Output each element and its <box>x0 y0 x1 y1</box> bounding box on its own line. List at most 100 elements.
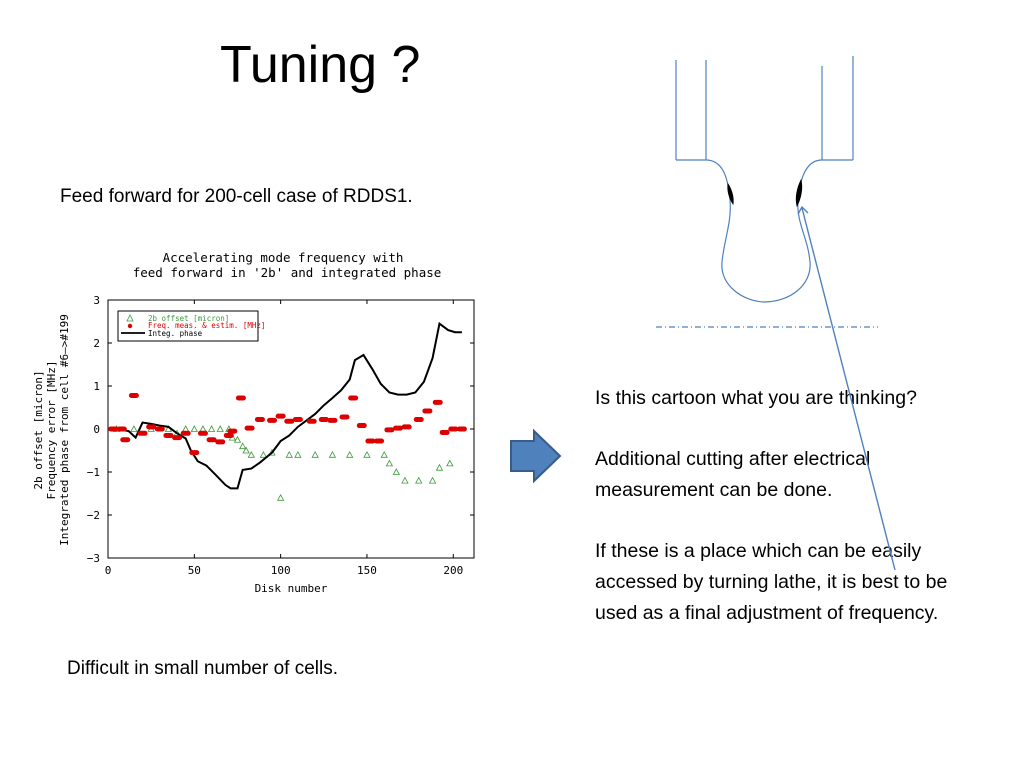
data-point-circle <box>413 417 424 423</box>
data-point-triangle <box>259 450 268 458</box>
data-point-circle <box>116 426 127 432</box>
data-point-circle <box>137 430 148 436</box>
data-point-circle <box>365 438 376 444</box>
data-point-circle <box>163 432 174 438</box>
data-point-circle <box>120 437 131 443</box>
data-point-triangle <box>328 450 337 458</box>
data-point-circle <box>197 430 208 436</box>
legend-label-offset: 2b offset [micron] <box>148 314 229 323</box>
pointer-arrow-line <box>801 207 896 571</box>
data-point-circle <box>439 429 450 435</box>
y-tick-label: 2 <box>93 337 100 350</box>
data-point-circle <box>215 439 226 445</box>
legend-triangle-marker <box>126 314 134 322</box>
data-point-circle <box>128 392 139 398</box>
data-point-circle <box>339 414 350 420</box>
slide-title: Tuning ? <box>220 36 421 94</box>
data-point-triangle <box>415 476 423 484</box>
data-point-triangle <box>346 450 354 458</box>
data-point-triangle <box>285 450 293 458</box>
data-point-circle <box>348 395 359 401</box>
data-point-circle <box>223 432 234 438</box>
explanation-text: Is this cartoon what you are thinking? A… <box>595 383 975 659</box>
series-freq-error <box>108 392 467 456</box>
chart-subtitle: feed forward in '2b' and integrated phas… <box>133 265 442 280</box>
data-point-circle <box>206 437 217 443</box>
data-point-triangle <box>130 425 138 432</box>
data-point-circle <box>306 418 317 424</box>
data-point-circle <box>327 417 338 423</box>
x-tick-label: 100 <box>271 564 291 577</box>
data-point-triangle <box>233 435 242 443</box>
chart-legend: 2b offset [micron] Freq. meas. & estim. … <box>117 310 265 342</box>
pointer-arrow-head <box>797 205 809 215</box>
right-arrow-icon <box>510 428 562 484</box>
x-axis-label: Disk number <box>255 582 328 595</box>
pointer-arrow <box>797 205 896 571</box>
y-tick-label: −3 <box>87 552 100 565</box>
data-point-triangle <box>238 442 247 450</box>
series-integ-phase <box>118 321 462 490</box>
data-point-circle <box>275 413 286 419</box>
data-point-triangle <box>216 425 224 432</box>
data-point-circle <box>227 428 238 434</box>
data-point-triangle <box>401 476 409 484</box>
data-point-triangle <box>428 476 437 484</box>
data-point-circle <box>284 418 295 424</box>
data-point-triangle <box>446 459 454 467</box>
data-point-circle <box>356 423 367 429</box>
y-tick-label: 0 <box>93 423 100 436</box>
data-point-circle <box>189 450 200 456</box>
data-point-circle <box>235 395 246 401</box>
data-point-circle <box>267 417 278 423</box>
data-point-circle <box>422 408 433 414</box>
data-point-triangle <box>190 425 198 432</box>
data-point-circle <box>244 425 255 431</box>
data-point-triangle <box>392 468 400 475</box>
y-tick-label: −2 <box>87 509 100 522</box>
data-point-circle <box>448 426 459 432</box>
data-line-integ-phase <box>118 321 462 490</box>
legend-label-phase: Integ. phase <box>148 329 203 338</box>
data-point-circle <box>254 417 265 423</box>
cavity-profile <box>676 159 853 303</box>
data-point-circle <box>172 435 183 441</box>
legend-circle-marker <box>127 323 133 329</box>
x-tick-label: 50 <box>188 564 201 577</box>
data-point-triangle <box>242 446 250 454</box>
x-tick-label: 0 <box>105 564 112 577</box>
chart-title: Accelerating mode frequency with <box>163 250 404 265</box>
data-point-circle <box>318 417 329 423</box>
bottom-note: Difficult in small number of cells. <box>67 658 339 679</box>
cutting-region-left <box>727 182 734 206</box>
data-point-circle <box>374 438 385 444</box>
y-axis-label-1: 2b offset [micron] <box>32 370 45 489</box>
y-axis-label-3: Integrated phase from cell #6—>#199 <box>58 314 71 546</box>
cavity-cartoon-icon <box>656 56 878 328</box>
data-point-triangle <box>199 425 207 432</box>
axis-ticks: 0 50 100 150 200 −3 −2 −1 0 1 2 3 <box>87 294 474 577</box>
data-point-circle <box>292 417 303 423</box>
data-point-circle <box>146 424 157 430</box>
data-point-circle <box>456 426 467 432</box>
data-point-circle <box>108 426 119 432</box>
data-point-triangle <box>385 459 394 467</box>
data-point-triangle <box>268 448 276 456</box>
y-axis-label-2: Frequency error [MHz] <box>45 360 58 499</box>
y-tick-label: −1 <box>87 466 100 479</box>
data-point-circle <box>384 427 395 433</box>
data-point-triangle <box>182 425 190 432</box>
data-point-triangle <box>380 450 388 458</box>
data-point-triangle <box>435 463 444 471</box>
cutting-region-right <box>795 178 803 208</box>
paragraph-question: Is this cartoon what you are thinking? <box>595 387 917 409</box>
paragraph-additional-cutting: Additional cutting after electrical meas… <box>595 448 871 501</box>
data-point-circle <box>393 425 404 431</box>
data-point-triangle <box>311 450 319 458</box>
data-point-circle <box>432 399 443 405</box>
legend-label-freq: Freq. meas. & estim. [MHz] <box>148 321 265 330</box>
data-point-circle <box>154 426 165 432</box>
slide-subtitle: Feed forward for 200-cell case of RDDS1. <box>60 186 413 207</box>
data-point-triangle <box>363 450 371 458</box>
